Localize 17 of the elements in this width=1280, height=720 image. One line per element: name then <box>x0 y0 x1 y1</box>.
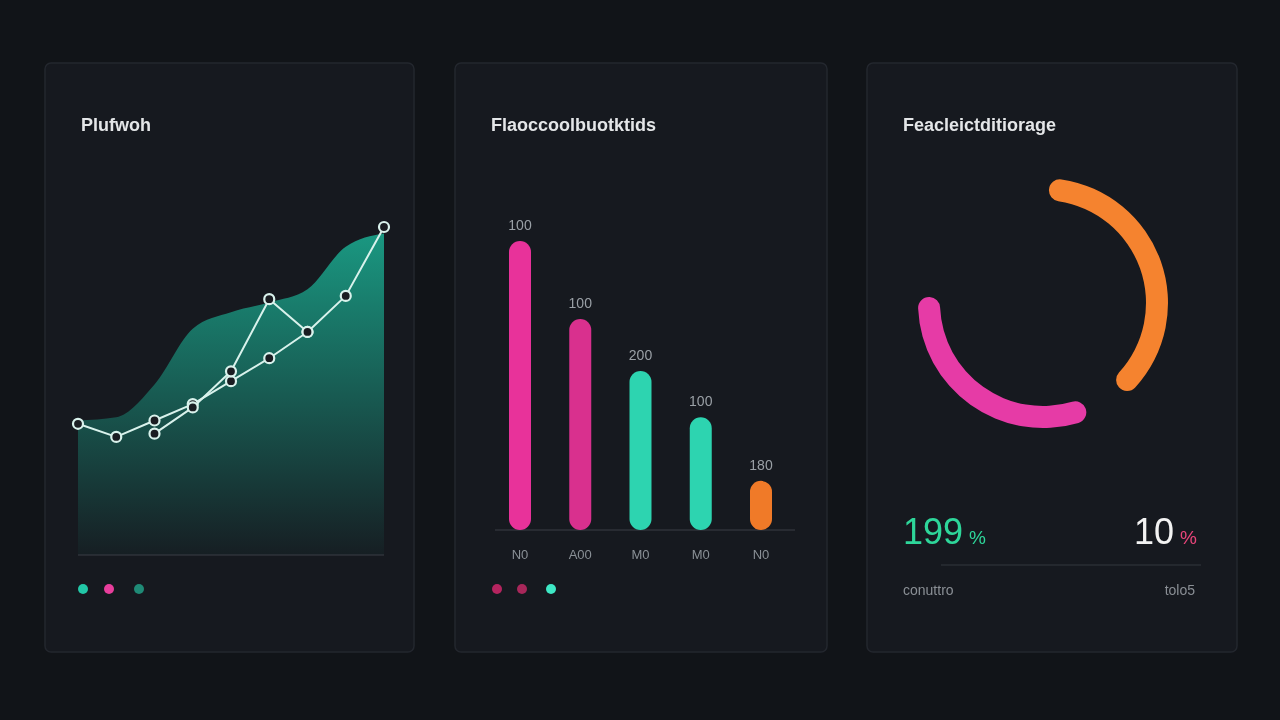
x-tick-label: N0 <box>752 547 770 562</box>
annotation: 100 <box>568 295 593 312</box>
annotation: 200 <box>628 347 653 364</box>
chart-title: Flaoccoolbuotktids <box>491 115 657 135</box>
text: conuttro <box>903 582 954 598</box>
text: 199 % <box>903 511 987 552</box>
x-tick-label: M0 <box>631 547 650 562</box>
annotation: 180 <box>749 456 773 473</box>
chart-title: Plufwoh <box>81 115 151 135</box>
x-tick-label: M0 <box>691 547 710 562</box>
text: 100 <box>508 217 532 233</box>
x-tick-label: N0 <box>511 547 529 562</box>
x-tick-label: A00 <box>568 547 592 562</box>
text: 10 % <box>1134 511 1198 552</box>
text: tolo5 <box>1164 582 1196 598</box>
chart-title: Feacleictditiorage <box>903 115 1057 135</box>
annotation: 100 <box>689 393 713 410</box>
